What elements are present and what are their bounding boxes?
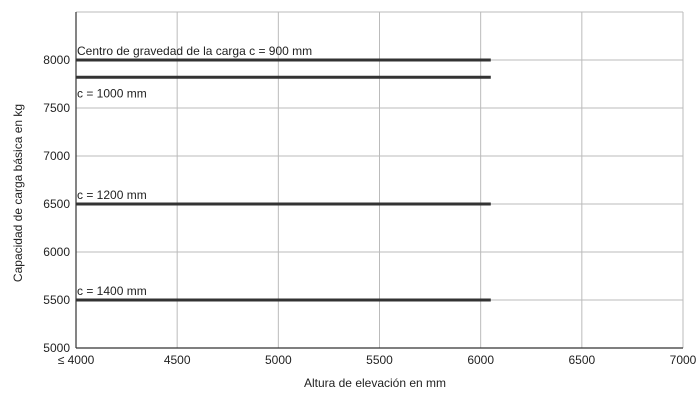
x-tick-label: 6500 [568,353,595,367]
x-axis-title: Altura de elevación en mm [304,376,446,390]
y-tick-label: 5000 [43,341,70,355]
x-tick-label: 5500 [366,353,393,367]
series-label: c = 1200 mm [77,188,147,202]
y-tick-label: 6500 [43,197,70,211]
y-tick-label: 7000 [43,149,70,163]
y-tick-label: 6000 [43,245,70,259]
axes [75,12,683,349]
y-axis-title: Capacidad de carga básica en kg [11,104,25,282]
x-tick-label: 7000 [670,353,697,367]
x-tick-label: 5000 [265,353,292,367]
y-tick-label: 5500 [43,293,70,307]
series-label: c = 1400 mm [77,284,147,298]
series-label: Centro de gravedad de la carga c = 900 m… [77,44,312,58]
x-tick-label: 4500 [164,353,191,367]
series-label: c = 1000 mm [77,86,147,100]
x-tick-label: 6000 [467,353,494,367]
y-tick-labels: 5000 5500 6000 6500 7000 7500 8000 [43,53,70,355]
grid [76,11,684,349]
y-tick-label: 8000 [43,53,70,67]
y-tick-label: 7500 [43,101,70,115]
series: Centro de gravedad de la carga c = 900 m… [76,44,491,302]
x-tick-labels: ≤ 4000 4500 5000 5500 6000 6500 7000 [58,353,697,367]
x-tick-label: ≤ 4000 [58,353,95,367]
